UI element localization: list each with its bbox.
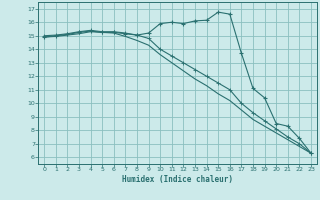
X-axis label: Humidex (Indice chaleur): Humidex (Indice chaleur) [122,175,233,184]
